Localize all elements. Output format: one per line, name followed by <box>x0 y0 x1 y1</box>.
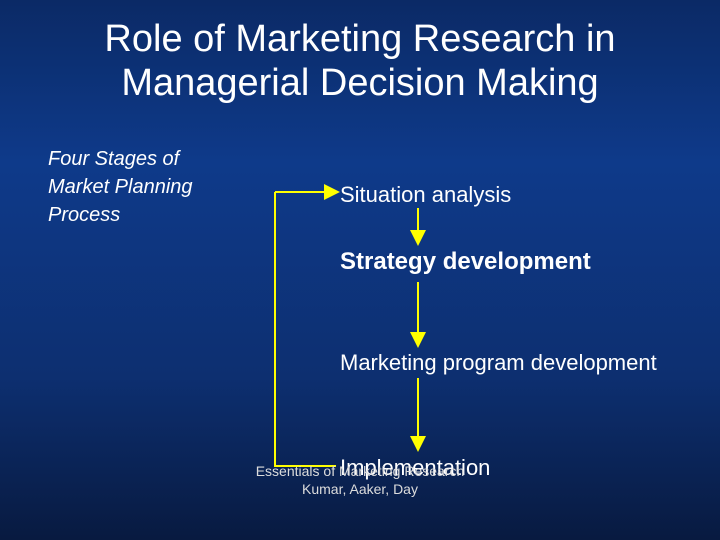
footer-line-1: Essentials of Marketing Research <box>0 462 720 480</box>
arrow-feedback-loop <box>275 192 336 466</box>
slide: Role of Marketing Research in Managerial… <box>0 0 720 540</box>
subtitle-line-3: Process <box>48 201 193 229</box>
stage-marketing-program-development: Marketing program development <box>340 350 657 376</box>
subtitle-line-1: Four Stages of <box>48 145 193 173</box>
subtitle: Four Stages of Market Planning Process <box>48 145 193 229</box>
slide-footer: Essentials of Marketing Research Kumar, … <box>0 462 720 498</box>
stage-situation-analysis: Situation analysis <box>340 182 511 208</box>
slide-title: Role of Marketing Research in Managerial… <box>0 0 720 105</box>
subtitle-line-2: Market Planning <box>48 173 193 201</box>
footer-line-2: Kumar, Aaker, Day <box>0 480 720 498</box>
stage-strategy-development: Strategy development <box>340 248 591 276</box>
